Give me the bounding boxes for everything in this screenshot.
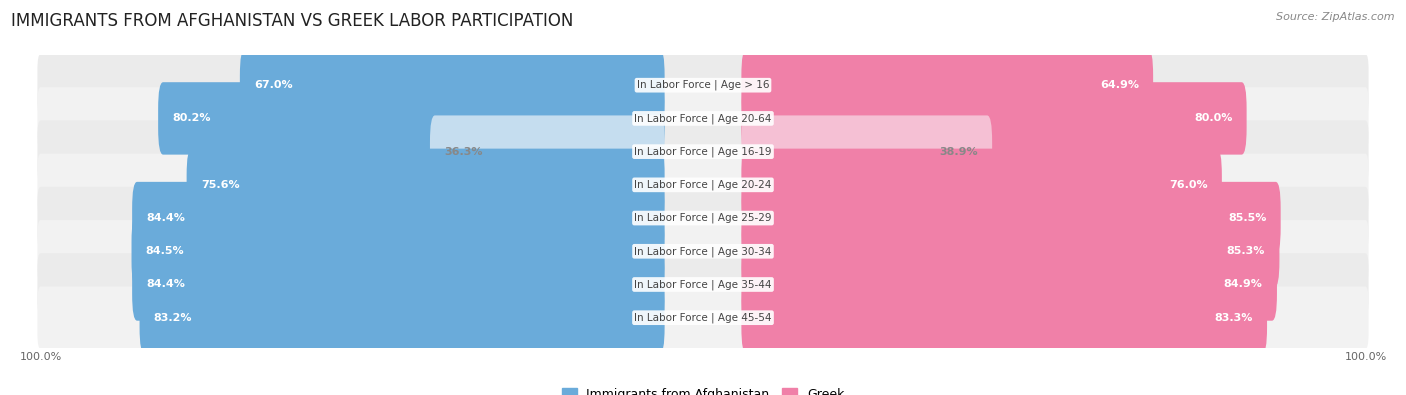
FancyBboxPatch shape <box>240 49 665 121</box>
FancyBboxPatch shape <box>132 215 665 288</box>
FancyBboxPatch shape <box>430 115 665 188</box>
FancyBboxPatch shape <box>741 215 1279 288</box>
FancyBboxPatch shape <box>38 286 1368 349</box>
FancyBboxPatch shape <box>38 154 1368 216</box>
Text: 76.0%: 76.0% <box>1168 180 1208 190</box>
FancyBboxPatch shape <box>38 54 1368 117</box>
FancyBboxPatch shape <box>157 82 665 154</box>
FancyBboxPatch shape <box>741 82 1247 154</box>
FancyBboxPatch shape <box>38 220 1368 282</box>
FancyBboxPatch shape <box>38 87 1368 150</box>
Text: In Labor Force | Age 30-34: In Labor Force | Age 30-34 <box>634 246 772 256</box>
Text: In Labor Force | Age 20-64: In Labor Force | Age 20-64 <box>634 113 772 124</box>
Text: In Labor Force | Age 20-24: In Labor Force | Age 20-24 <box>634 180 772 190</box>
FancyBboxPatch shape <box>741 182 1281 254</box>
Text: 75.6%: 75.6% <box>201 180 239 190</box>
Text: 67.0%: 67.0% <box>254 80 292 90</box>
Text: 64.9%: 64.9% <box>1099 80 1139 90</box>
FancyBboxPatch shape <box>132 182 665 254</box>
Text: 80.2%: 80.2% <box>173 113 211 123</box>
FancyBboxPatch shape <box>38 253 1368 316</box>
FancyBboxPatch shape <box>741 282 1267 354</box>
FancyBboxPatch shape <box>741 248 1277 321</box>
Text: In Labor Force | Age 16-19: In Labor Force | Age 16-19 <box>634 147 772 157</box>
FancyBboxPatch shape <box>38 187 1368 249</box>
Text: 83.3%: 83.3% <box>1215 313 1253 323</box>
Text: 85.5%: 85.5% <box>1227 213 1267 223</box>
Text: 80.0%: 80.0% <box>1194 113 1233 123</box>
Text: In Labor Force | Age 35-44: In Labor Force | Age 35-44 <box>634 279 772 290</box>
FancyBboxPatch shape <box>38 120 1368 183</box>
Text: 85.3%: 85.3% <box>1227 246 1265 256</box>
FancyBboxPatch shape <box>741 149 1222 221</box>
Text: In Labor Force | Age 25-29: In Labor Force | Age 25-29 <box>634 213 772 223</box>
Legend: Immigrants from Afghanistan, Greek: Immigrants from Afghanistan, Greek <box>557 383 849 395</box>
Text: 38.9%: 38.9% <box>939 147 979 157</box>
Text: 36.3%: 36.3% <box>444 147 482 157</box>
Text: In Labor Force | Age 45-54: In Labor Force | Age 45-54 <box>634 312 772 323</box>
Text: In Labor Force | Age > 16: In Labor Force | Age > 16 <box>637 80 769 90</box>
FancyBboxPatch shape <box>741 49 1153 121</box>
Text: 83.2%: 83.2% <box>153 313 193 323</box>
Text: 84.5%: 84.5% <box>146 246 184 256</box>
Text: Source: ZipAtlas.com: Source: ZipAtlas.com <box>1277 12 1395 22</box>
FancyBboxPatch shape <box>741 115 993 188</box>
FancyBboxPatch shape <box>139 282 665 354</box>
Text: IMMIGRANTS FROM AFGHANISTAN VS GREEK LABOR PARTICIPATION: IMMIGRANTS FROM AFGHANISTAN VS GREEK LAB… <box>11 12 574 30</box>
Text: 84.4%: 84.4% <box>146 213 186 223</box>
FancyBboxPatch shape <box>187 149 665 221</box>
FancyBboxPatch shape <box>132 248 665 321</box>
Text: 84.9%: 84.9% <box>1223 280 1263 290</box>
Text: 84.4%: 84.4% <box>146 280 186 290</box>
